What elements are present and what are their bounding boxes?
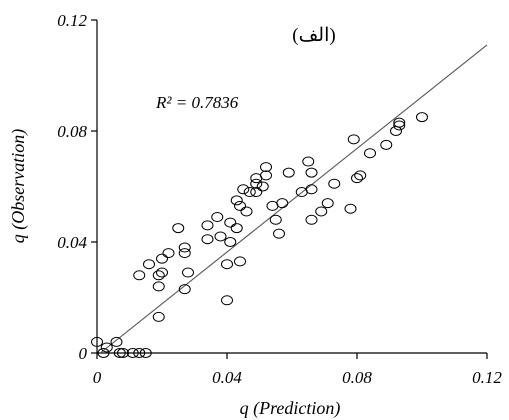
data-point bbox=[347, 134, 360, 145]
data-point bbox=[139, 348, 152, 358]
data-point bbox=[273, 228, 285, 239]
data-point bbox=[133, 270, 146, 281]
data-point bbox=[201, 234, 214, 245]
data-point bbox=[214, 231, 227, 242]
data-point bbox=[172, 223, 185, 234]
data-point bbox=[354, 170, 367, 181]
data-point bbox=[224, 237, 237, 247]
data-point bbox=[156, 267, 168, 278]
regression-line bbox=[99, 44, 488, 354]
data-point bbox=[243, 187, 256, 198]
data-point bbox=[201, 220, 214, 231]
data-point bbox=[260, 170, 272, 181]
data-point bbox=[143, 259, 155, 270]
data-point bbox=[260, 162, 272, 173]
y-tick-label: 0.08 bbox=[57, 122, 87, 141]
data-point bbox=[305, 214, 318, 225]
data-point bbox=[321, 198, 334, 209]
data-point bbox=[91, 336, 103, 347]
data-point bbox=[230, 195, 243, 206]
data-point bbox=[152, 270, 165, 281]
data-point bbox=[237, 184, 250, 195]
data-point bbox=[250, 187, 263, 198]
data-point bbox=[126, 348, 139, 358]
y-axis-label: q (Observation) bbox=[8, 129, 29, 243]
x-tick-label: 0 bbox=[93, 368, 102, 387]
data-point bbox=[315, 206, 328, 217]
data-point bbox=[152, 311, 165, 322]
x-axis-label: q (Prediction) bbox=[240, 398, 341, 419]
data-point bbox=[100, 342, 113, 353]
data-point bbox=[256, 181, 269, 192]
data-point bbox=[250, 178, 263, 189]
data-point bbox=[240, 206, 253, 217]
y-tick-label: 0.12 bbox=[57, 11, 87, 30]
data-point bbox=[234, 200, 246, 211]
data-point bbox=[97, 348, 110, 358]
data-point bbox=[152, 281, 165, 292]
data-point bbox=[178, 248, 191, 259]
data-point bbox=[162, 248, 175, 259]
x-tick-label: 0.12 bbox=[472, 368, 502, 387]
data-point bbox=[178, 242, 191, 253]
data-point bbox=[328, 178, 341, 189]
data-point bbox=[221, 295, 233, 306]
data-point bbox=[344, 203, 357, 214]
data-point bbox=[182, 267, 194, 278]
data-point bbox=[305, 167, 318, 178]
x-tick-label: 0.04 bbox=[212, 368, 242, 387]
data-point bbox=[380, 139, 393, 150]
data-point bbox=[234, 256, 246, 267]
r-squared-annotation: R² = 0.7836 bbox=[155, 93, 239, 112]
data-point bbox=[416, 112, 428, 123]
data-point bbox=[156, 253, 168, 264]
x-tick-label: 0.08 bbox=[342, 368, 372, 387]
data-point bbox=[305, 184, 318, 195]
y-tick-label: 0.04 bbox=[57, 233, 87, 252]
data-point bbox=[230, 223, 243, 234]
data-point bbox=[393, 120, 406, 131]
data-point bbox=[393, 117, 406, 128]
data-point bbox=[133, 348, 146, 358]
data-point bbox=[269, 214, 282, 225]
axes bbox=[96, 20, 487, 354]
data-point bbox=[364, 148, 376, 159]
data-points bbox=[91, 112, 428, 358]
data-point bbox=[276, 198, 289, 209]
trendline bbox=[99, 44, 488, 354]
data-point bbox=[113, 348, 126, 358]
data-point bbox=[390, 126, 402, 136]
data-point bbox=[224, 217, 237, 228]
data-point bbox=[117, 348, 129, 358]
data-point bbox=[178, 284, 191, 295]
data-point bbox=[351, 173, 363, 184]
data-point bbox=[282, 167, 295, 178]
y-tick-label: 0 bbox=[79, 344, 88, 363]
chart-title: (الف) bbox=[292, 25, 335, 46]
data-point bbox=[302, 156, 315, 167]
data-point bbox=[221, 259, 233, 270]
data-point bbox=[211, 212, 224, 223]
data-point bbox=[110, 336, 123, 347]
axis-ticks: 0 0.04 0.08 0.12 0 0.04 0.08 0.12 bbox=[57, 11, 502, 387]
